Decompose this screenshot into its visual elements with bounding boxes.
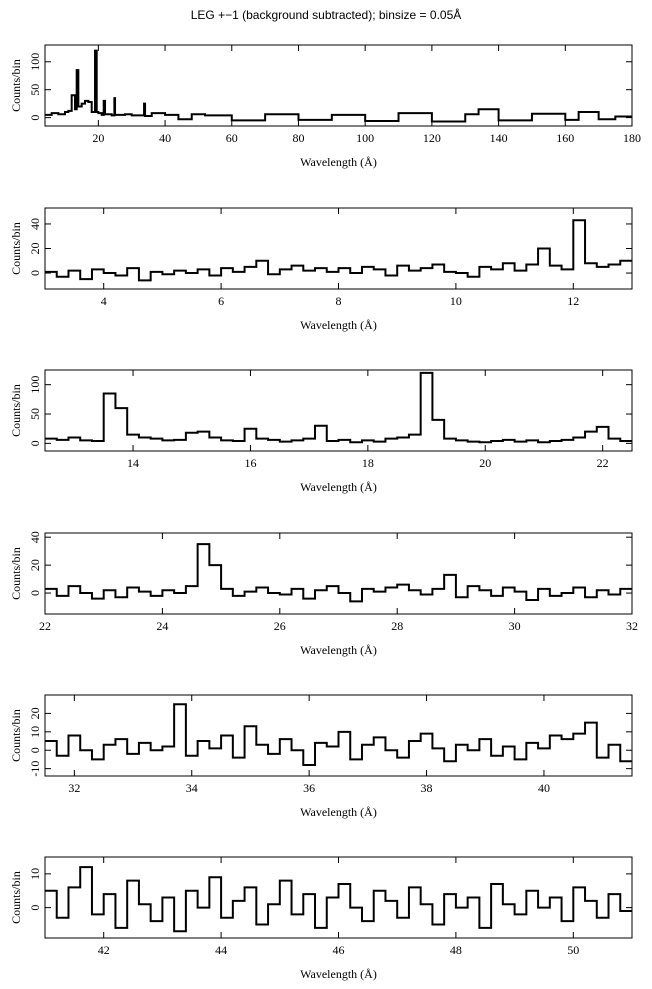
x-tick-label: 48 [450,943,462,957]
x-tick-label: 180 [623,131,641,145]
x-tick-label: 40 [159,131,171,145]
x-tick-label: 22 [597,456,609,470]
x-axis-label: Wavelength (Å) [300,480,377,494]
x-tick-label: 32 [68,781,80,795]
y-tick-label: 10 [28,868,42,880]
y-tick-label: 100 [28,53,42,71]
x-tick-label: 140 [490,131,508,145]
x-axis-label: Wavelength (Å) [300,155,377,169]
spectrum-line [45,703,632,766]
y-axis-label: Counts/bin [9,709,23,762]
x-tick-label: 40 [538,781,550,795]
x-tick-label: 22 [39,619,51,633]
y-tick-label: 40 [28,531,42,543]
spectrum-line [45,543,632,603]
spectrum-line [45,219,632,282]
y-tick-label: 0 [28,270,42,276]
x-tick-label: 60 [226,131,238,145]
x-tick-label: 36 [303,781,315,795]
x-tick-label: 44 [215,943,227,957]
y-axis-label: Counts/bin [9,59,23,112]
x-tick-label: 28 [391,619,403,633]
x-tick-label: 12 [567,294,579,308]
y-axis-label: Counts/bin [9,222,23,275]
y-axis-label: Counts/bin [9,871,23,924]
x-tick-label: 14 [127,456,139,470]
y-tick-label: 0 [28,747,42,753]
y-axis-label: Counts/bin [9,384,23,437]
x-axis-label: Wavelength (Å) [300,318,377,332]
y-tick-label: 50 [28,408,42,420]
y-tick-label: 20 [28,243,42,255]
x-axis-label: Wavelength (Å) [300,805,377,819]
x-tick-label: 42 [98,943,110,957]
x-tick-label: 30 [509,619,521,633]
plot-frame [44,369,633,452]
x-tick-label: 4 [101,294,107,308]
y-tick-label: 0 [28,440,42,446]
x-tick-label: 50 [567,943,579,957]
figure-title: LEG +−1 (background subtracted); binsize… [191,7,462,22]
y-tick-label: 100 [28,376,42,394]
x-tick-label: 80 [292,131,304,145]
x-tick-label: 8 [336,294,342,308]
x-axis-label: Wavelength (Å) [300,967,377,981]
x-tick-label: 120 [423,131,441,145]
x-tick-label: 16 [244,456,256,470]
x-tick-label: 6 [218,294,224,308]
y-tick-label: 0 [28,905,42,911]
y-tick-label: 20 [28,559,42,571]
spectrum-line [45,866,632,933]
x-tick-label: 32 [626,619,638,633]
y-tick-label: 0 [28,115,42,121]
y-tick-label: 10 [28,726,42,738]
x-tick-label: 160 [556,131,574,145]
x-tick-label: 24 [156,619,168,633]
x-tick-label: 34 [186,781,198,795]
spectrum-line [45,49,632,123]
x-tick-label: 18 [362,456,374,470]
y-tick-label: 20 [28,707,42,719]
y-tick-label: 50 [28,84,42,96]
y-tick-label: 0 [28,590,42,596]
y-axis-label: Counts/bin [9,547,23,600]
x-tick-label: 100 [356,131,374,145]
x-tick-label: 20 [479,456,491,470]
spectrum-line [45,371,632,444]
x-tick-label: 26 [274,619,286,633]
x-axis-label: Wavelength (Å) [300,643,377,657]
plot-frame [44,44,633,127]
x-tick-label: 46 [333,943,345,957]
plot-frame [44,694,633,777]
x-tick-label: 20 [92,131,104,145]
plot-frame [44,532,633,615]
y-tick-label: -10 [28,761,42,777]
x-tick-label: 38 [421,781,433,795]
y-tick-label: 40 [28,218,42,230]
x-tick-label: 10 [450,294,462,308]
